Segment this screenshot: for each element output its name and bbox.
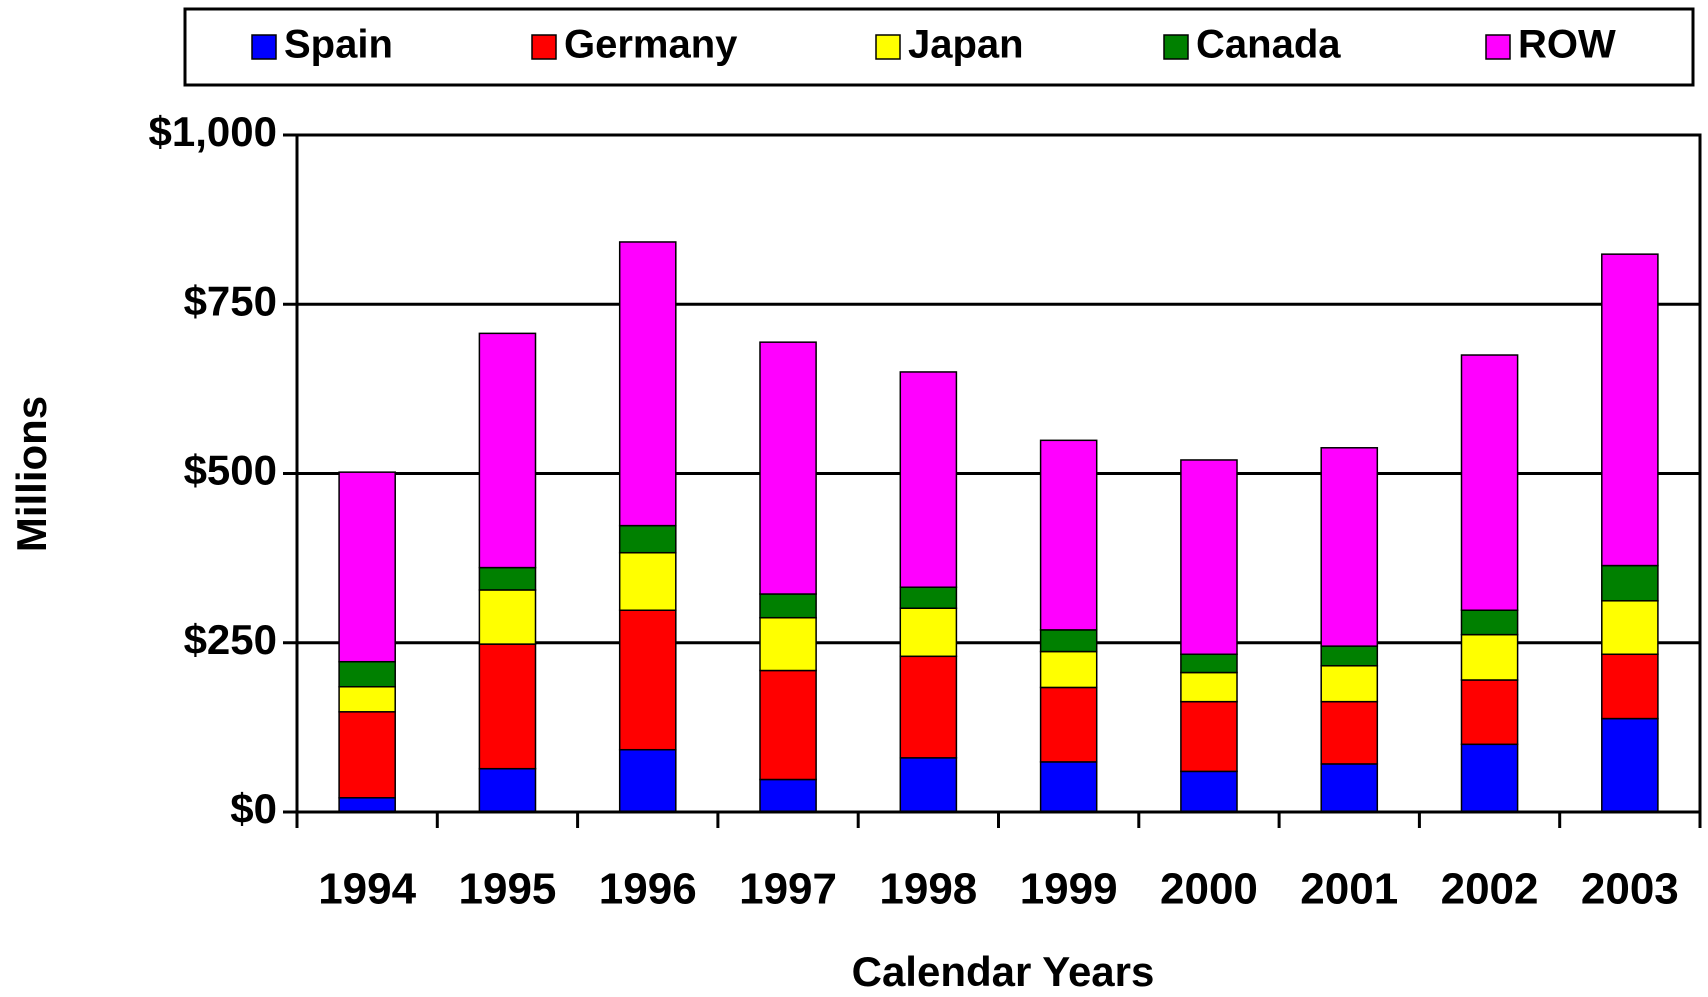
bar-segment — [478, 767, 537, 813]
bar-segment — [338, 797, 396, 813]
legend-box — [183, 7, 1695, 87]
bar-segment — [338, 471, 396, 663]
legend-swatch — [1163, 34, 1189, 60]
x-tick-label: 1996 — [599, 865, 697, 914]
x-tick-label: 2001 — [1300, 865, 1398, 914]
bar-segment — [618, 241, 677, 527]
plot-border — [295, 133, 1702, 814]
legend-label: Spain — [284, 23, 393, 67]
y-tick-label: $750 — [184, 277, 277, 324]
bar-segment — [1039, 686, 1098, 763]
bar-segment — [478, 332, 537, 569]
bar-segment — [899, 757, 958, 813]
x-tick-label: 1995 — [459, 865, 557, 914]
bar-segment — [759, 778, 817, 813]
bar-segment — [1320, 763, 1379, 813]
y-tick-label: $500 — [184, 447, 277, 494]
legend-swatch — [531, 34, 557, 60]
bar-segment — [899, 607, 958, 658]
bar-segment — [899, 586, 958, 609]
bar-segment — [1460, 609, 1519, 636]
x-tick-label: 1998 — [879, 865, 977, 914]
legend-swatch — [875, 34, 901, 60]
bar-segment — [478, 566, 537, 591]
bar-segment — [338, 686, 396, 713]
bar-segment — [478, 643, 537, 770]
bar-segment — [1460, 679, 1519, 746]
bar-segment — [1601, 564, 1659, 602]
bar-segment — [478, 589, 537, 645]
bar-segment — [618, 748, 677, 813]
bar-segment — [1039, 629, 1098, 653]
legend-label: Canada — [1196, 23, 1341, 67]
bar-segment — [1601, 653, 1659, 720]
bar-segment — [1039, 650, 1098, 689]
bar-segment — [759, 593, 817, 619]
bar-segment — [1601, 253, 1659, 567]
bar-segment — [759, 669, 817, 781]
x-axis-label: Calendar Years — [852, 948, 1155, 995]
legend-label: Germany — [564, 23, 738, 67]
bar-segment — [618, 524, 677, 554]
legend-swatch — [251, 34, 277, 60]
bar-segment — [1460, 633, 1519, 681]
bar-segment — [1180, 459, 1238, 656]
bar-segment — [1039, 761, 1098, 813]
bar-segment — [1180, 671, 1238, 703]
x-tick-label: 1994 — [318, 865, 416, 914]
bar-segment — [1180, 770, 1238, 813]
bar-segment — [618, 551, 677, 612]
bar-segment — [1320, 645, 1379, 667]
x-tick-label: 2002 — [1441, 865, 1539, 914]
bar-segment — [1320, 447, 1379, 647]
y-tick-label: $1,000 — [149, 108, 277, 155]
bar-segment — [1320, 700, 1379, 765]
x-tick-label: 2003 — [1581, 865, 1679, 914]
bar-segment — [1180, 653, 1238, 674]
bar-segment — [1320, 665, 1379, 703]
bar-segment — [1460, 743, 1519, 813]
x-tick-label: 2000 — [1160, 865, 1258, 914]
y-tick-label: $250 — [184, 616, 277, 663]
legend-swatch — [1485, 34, 1511, 60]
legend-label: ROW — [1518, 23, 1616, 67]
bar-segment — [338, 711, 396, 799]
bar-segment — [618, 609, 677, 751]
bar-segment — [759, 616, 817, 672]
legend-label: Japan — [908, 23, 1024, 67]
bar-segment — [899, 655, 958, 759]
bar-segment — [1601, 717, 1659, 813]
bar-segment — [1180, 700, 1238, 773]
bar-segment — [1601, 600, 1659, 656]
bar-segment — [338, 660, 396, 688]
bar-segment — [759, 341, 817, 595]
x-tick-label: 1997 — [739, 865, 837, 914]
bar-segment — [1460, 354, 1519, 612]
y-tick-label: $0 — [230, 785, 277, 832]
x-tick-label: 1999 — [1020, 865, 1118, 914]
bar-segment — [899, 371, 958, 588]
bar-segment — [1039, 439, 1098, 631]
y-axis-label: Millions — [8, 396, 55, 552]
